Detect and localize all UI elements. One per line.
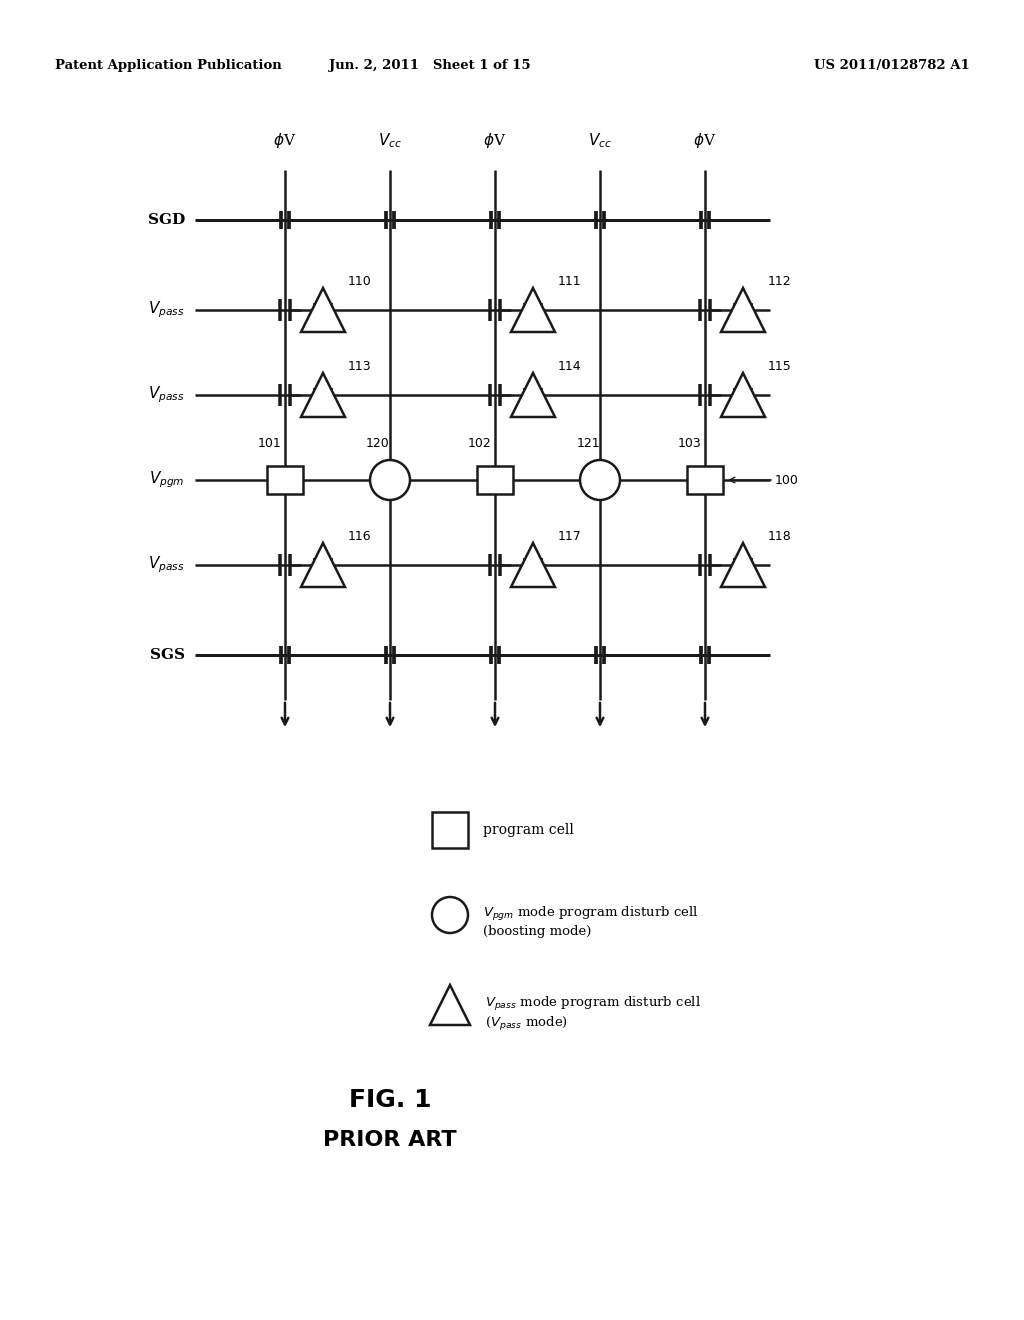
Text: $V_{pgm}$ mode program disturb cell
(boosting mode): $V_{pgm}$ mode program disturb cell (boo… [483,906,698,939]
Text: $V_{cc}$: $V_{cc}$ [588,131,612,150]
Circle shape [432,898,468,933]
Circle shape [370,459,410,500]
Text: 111: 111 [558,275,582,288]
Text: 102: 102 [468,437,492,450]
Text: SGD: SGD [147,213,185,227]
Polygon shape [511,374,555,417]
Text: 114: 114 [558,360,582,374]
Text: 121: 121 [577,437,600,450]
Text: program cell: program cell [483,822,573,837]
Polygon shape [721,374,765,417]
Text: 101: 101 [258,437,282,450]
Bar [267,466,303,494]
Polygon shape [430,985,470,1026]
Polygon shape [301,288,345,333]
Text: SGS: SGS [150,648,185,663]
Polygon shape [301,374,345,417]
Bar [687,466,723,494]
Text: $V_{cc}$: $V_{cc}$ [378,131,402,150]
Polygon shape [301,543,345,587]
Text: 103: 103 [678,437,701,450]
Text: $V_{pgm}$: $V_{pgm}$ [150,470,185,490]
Text: $V_{pass}$: $V_{pass}$ [148,300,185,321]
Text: Jun. 2, 2011   Sheet 1 of 15: Jun. 2, 2011 Sheet 1 of 15 [329,58,530,71]
Text: Patent Application Publication: Patent Application Publication [55,58,282,71]
Polygon shape [511,543,555,587]
Text: 117: 117 [558,531,582,543]
Text: $V_{pass}$: $V_{pass}$ [148,384,185,405]
Text: $\phi$V: $\phi$V [273,131,297,150]
Text: 116: 116 [348,531,372,543]
Text: 100: 100 [775,474,799,487]
Bar [477,466,513,494]
Text: 110: 110 [348,275,372,288]
Text: US 2011/0128782 A1: US 2011/0128782 A1 [814,58,970,71]
Text: 113: 113 [348,360,372,374]
Polygon shape [511,288,555,333]
Text: $\phi$V: $\phi$V [693,131,717,150]
Polygon shape [721,288,765,333]
Text: 120: 120 [367,437,390,450]
Text: PRIOR ART: PRIOR ART [324,1130,457,1150]
Text: $V_{pass}$ mode program disturb cell
($V_{pass}$ mode): $V_{pass}$ mode program disturb cell ($V… [485,995,701,1034]
Bar [432,812,468,847]
Text: $\phi$V: $\phi$V [483,131,507,150]
Text: $V_{pass}$: $V_{pass}$ [148,554,185,576]
Polygon shape [721,543,765,587]
Circle shape [580,459,620,500]
Text: 112: 112 [768,275,792,288]
Text: 115: 115 [768,360,792,374]
Text: FIG. 1: FIG. 1 [349,1088,431,1111]
Text: 118: 118 [768,531,792,543]
